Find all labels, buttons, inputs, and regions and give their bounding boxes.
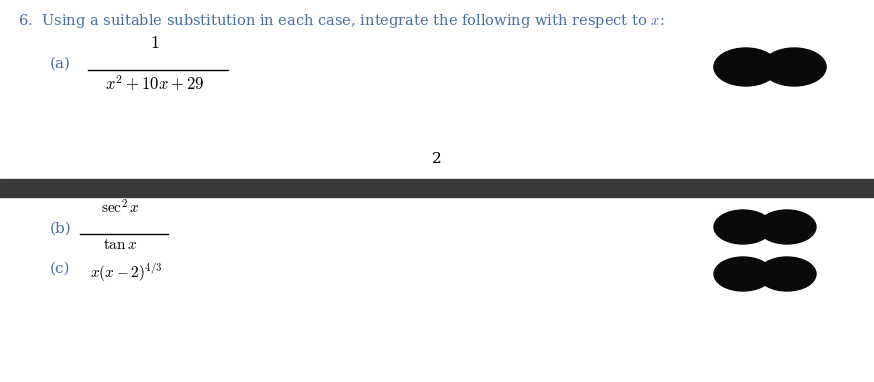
Ellipse shape (714, 210, 772, 244)
Ellipse shape (743, 263, 787, 285)
Text: $\tan x$: $\tan x$ (103, 238, 137, 252)
Ellipse shape (762, 48, 826, 86)
Bar (0, 179, 874, 197)
Ellipse shape (758, 210, 816, 244)
Text: $x(x-2)^{4/3}$: $x(x-2)^{4/3}$ (90, 262, 163, 285)
Text: 2: 2 (432, 152, 442, 166)
Ellipse shape (746, 55, 794, 79)
Ellipse shape (758, 257, 816, 291)
Text: (c): (c) (50, 262, 71, 276)
Text: $x^2 + 10x + 29$: $x^2 + 10x + 29$ (105, 74, 205, 94)
Text: 6.  Using a suitable substitution in each case, integrate the following with res: 6. Using a suitable substitution in each… (18, 12, 664, 30)
Text: (b): (b) (50, 222, 72, 236)
Text: (a): (a) (50, 57, 71, 71)
Ellipse shape (743, 216, 787, 238)
Text: $1$: $1$ (150, 34, 160, 52)
Text: $\mathrm{sec}^2\, x$: $\mathrm{sec}^2\, x$ (101, 199, 140, 217)
Ellipse shape (714, 257, 772, 291)
Ellipse shape (714, 48, 778, 86)
